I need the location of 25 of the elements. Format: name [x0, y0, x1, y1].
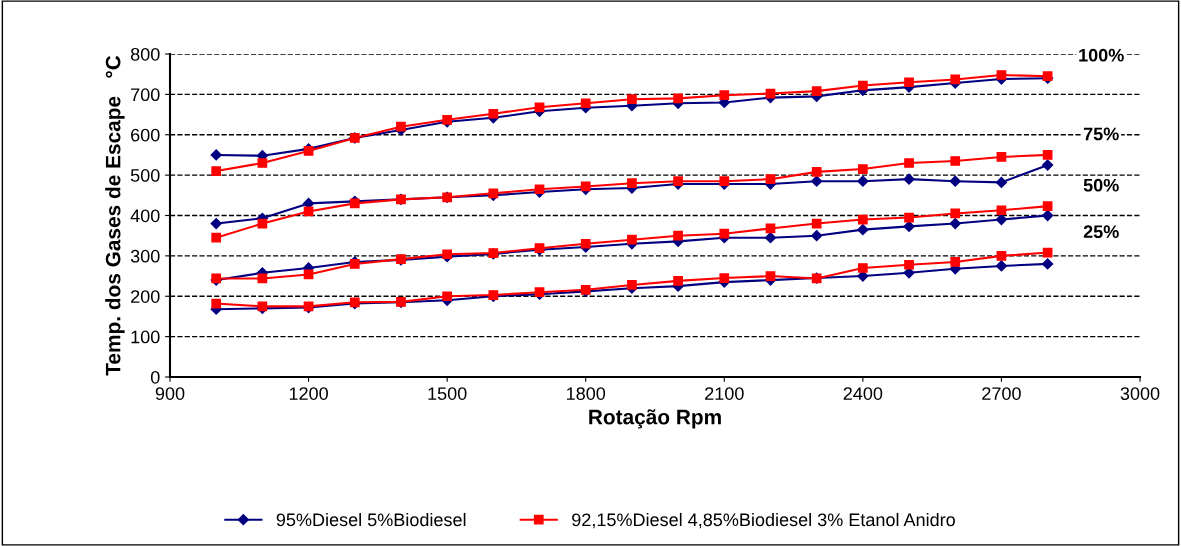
x-tick-label: 2100	[705, 387, 744, 400]
x-tick-label: 900	[155, 387, 185, 400]
y-tick-label: 300	[130, 249, 160, 263]
legend-label: 92,15%Diesel 4,85%Biodiesel 3% Etanol Anidro	[572, 512, 955, 529]
y-axis-title: Temp. dos Gases de Escape °C	[105, 55, 125, 376]
legend-label: 95%Diesel 5%Biodiesel	[276, 512, 466, 527]
y-tick-label: 100	[131, 330, 160, 344]
x-tick-label: 1800	[567, 387, 606, 400]
x-axis-title: Rotação Rpm	[589, 409, 721, 429]
annotation: 50%	[1083, 178, 1119, 192]
annotation: 25%	[1083, 225, 1119, 239]
x-tick-label: 1500	[428, 387, 467, 400]
y-tick-label: 200	[131, 290, 160, 303]
y-tick-label: 500	[130, 169, 160, 182]
y-tick-label: 700	[131, 88, 160, 102]
y-tick-label: 0	[150, 370, 160, 384]
annotation: 100%	[1079, 48, 1124, 62]
x-tick-label: 2700	[982, 387, 1021, 400]
annotation: 75%	[1083, 127, 1119, 141]
x-tick-label: 2400	[843, 387, 883, 400]
x-tick-label: 1200	[289, 387, 328, 400]
y-tick-label: 400	[130, 209, 160, 223]
y-tick-label: 800	[130, 47, 160, 61]
y-tick-label: 600	[131, 128, 160, 142]
x-tick-label: 3000	[1120, 387, 1160, 400]
